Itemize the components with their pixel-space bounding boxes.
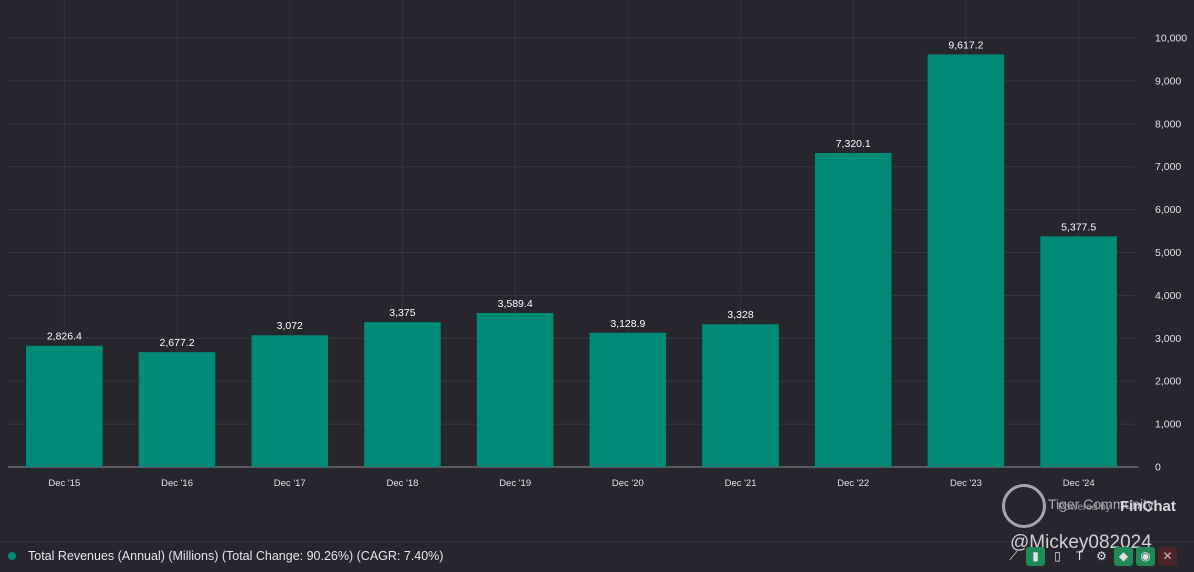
y-tick-label: 5,000 [1155,247,1181,259]
y-tick-label: 10,000 [1155,33,1187,45]
x-tick-label: Dec '17 [274,478,306,489]
y-tick-label: 9,000 [1155,75,1181,87]
trend-icon[interactable]: ⟋ [1009,548,1018,563]
bar [251,335,329,467]
eye-icon[interactable]: ◉ [1136,546,1155,566]
y-tick-label: 1,000 [1155,419,1181,431]
x-tick-label: Dec '21 [725,478,757,489]
bar-value-label: 7,320.1 [836,138,871,150]
y-tick-label: 8,000 [1155,118,1181,130]
x-tick-label: Dec '19 [499,478,531,489]
bar-value-label: 9,617.2 [948,39,983,51]
y-tick-label: 6,000 [1155,204,1181,216]
bar [814,152,892,467]
revenue-bar-chart: 0 1,000 2,000 3,000 4,000 5,000 6,000 7,000 8,00… [8,0,1187,489]
chart-toolbar: ⟋ ▮ ▯ T ⚙ ◆ ◉ ✕ [1004,545,1177,567]
y-tick-label: 2,000 [1155,376,1181,388]
bar [927,54,1005,467]
gear-icon[interactable]: ⚙ [1096,549,1107,563]
bar-small-icon[interactable]: ▯ [1054,549,1061,563]
powered-by-label: Powered by [1058,502,1111,513]
bar-value-label: 3,072 [277,320,303,332]
x-tick-label: Dec '20 [612,478,644,489]
bar [364,322,441,467]
bar [476,313,554,467]
y-tick-label: 4,000 [1155,290,1181,302]
bar [138,352,216,467]
y-tick-label: 0 [1155,462,1161,474]
tag-icon[interactable]: ◆ [1114,546,1133,566]
x-tick-label: Dec '22 [837,478,869,489]
brand-name: FinChat [1120,498,1176,515]
x-tick-label: Dec '18 [386,478,418,489]
x-tick-label: Dec '23 [950,478,982,489]
close-icon[interactable]: ✕ [1158,546,1177,566]
bar-chart-icon[interactable]: ▮ [1026,546,1045,566]
x-tick-label: Dec '16 [161,478,193,489]
y-tick-label: 7,000 [1155,161,1181,173]
x-tick-label: Dec '24 [1063,478,1095,489]
bar [26,345,103,467]
bar-value-label: 3,128.9 [610,318,645,330]
bar-value-label: 3,589.4 [498,298,533,310]
tiger-logo-icon [1002,484,1046,528]
legend-bar: Total Revenues (Annual) (Millions) (Tota… [0,541,1194,572]
legend-dot[interactable] [8,552,16,560]
y-tick-label: 3,000 [1155,333,1181,345]
bar-value-label: 2,677.2 [160,337,195,349]
bar-value-label: 2,826.4 [47,331,82,343]
legend-label[interactable]: Total Revenues (Annual) (Millions) (Tota… [28,549,444,563]
bar [1040,236,1117,467]
bar [589,332,667,467]
watermark-community: Tiger Community [1048,496,1155,512]
text-icon[interactable]: T [1075,549,1084,563]
bar-value-label: 5,377.5 [1061,221,1096,233]
x-tick-label: Dec '15 [48,478,80,489]
bar-value-label: 3,328 [727,309,753,321]
bar [702,324,779,467]
bar-value-label: 3,375 [389,307,415,319]
